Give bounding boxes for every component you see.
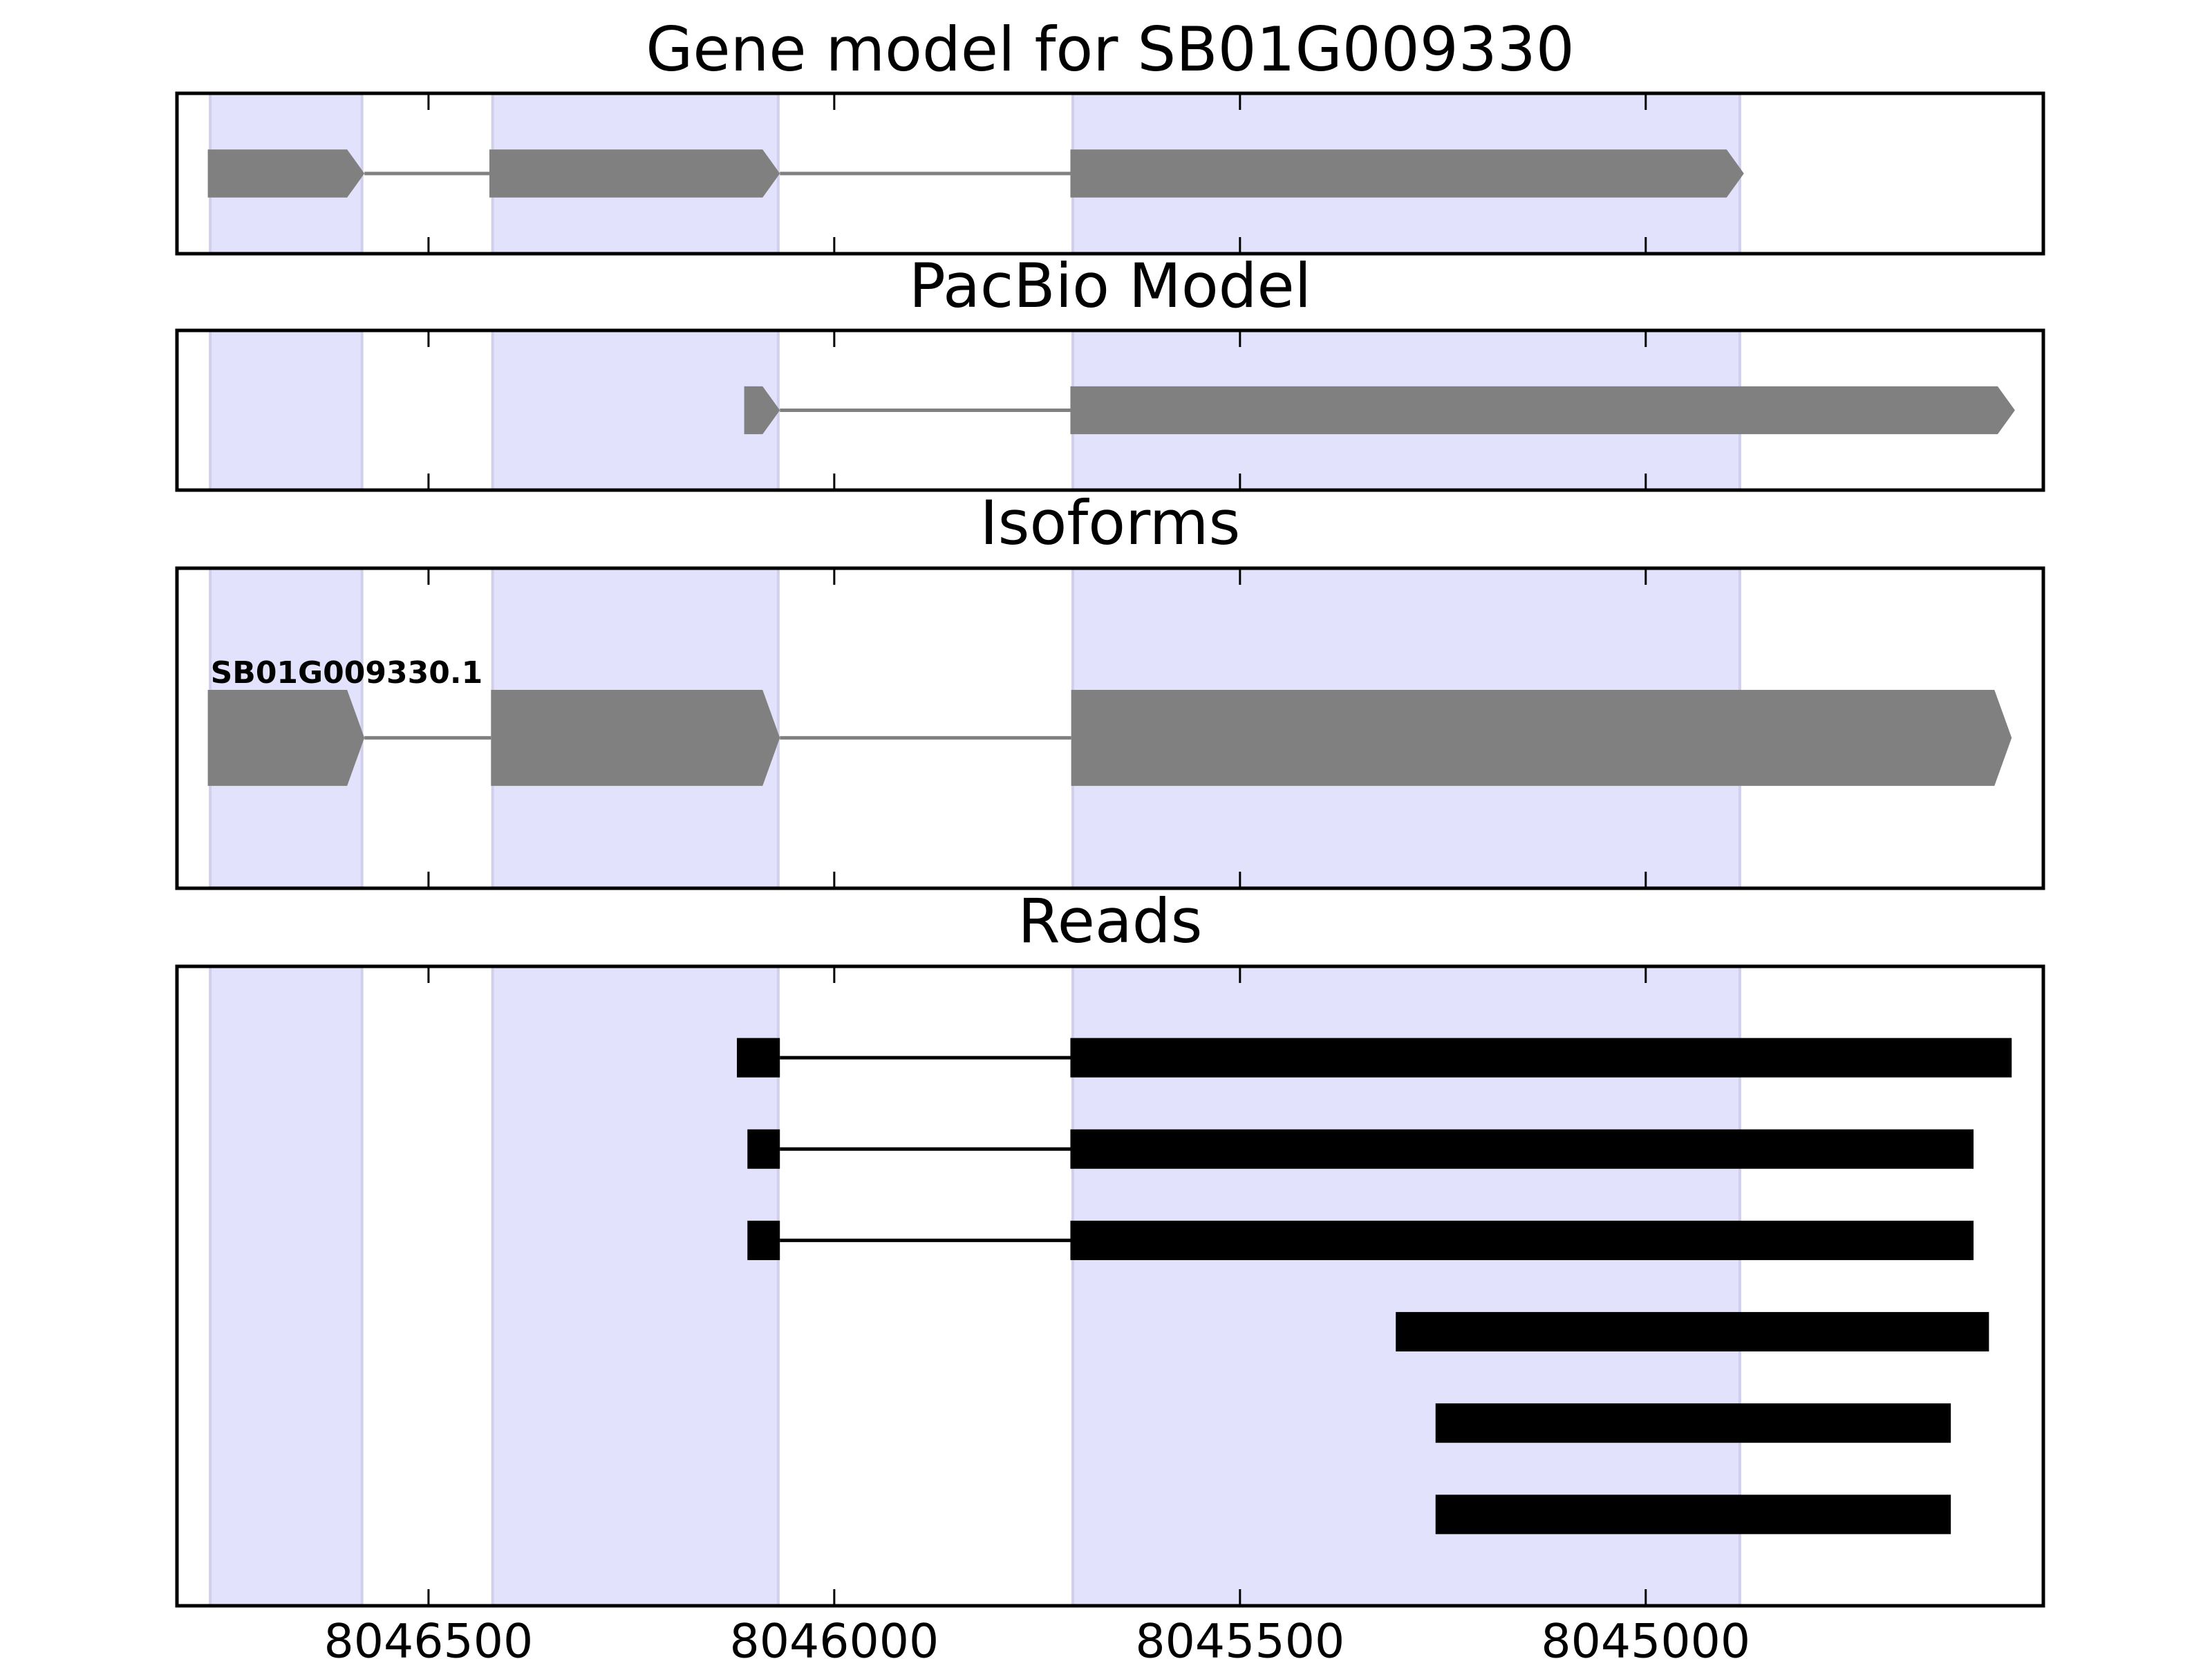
panel-title: Reads bbox=[1018, 885, 1203, 957]
panel-title: PacBio Model bbox=[909, 250, 1311, 321]
highlight-region bbox=[491, 965, 780, 1607]
exon bbox=[1070, 386, 2015, 435]
x-tick-label: 8046500 bbox=[324, 1615, 533, 1659]
exon bbox=[491, 689, 780, 786]
exon bbox=[489, 149, 780, 198]
read-block bbox=[1070, 1038, 2012, 1078]
highlight-region bbox=[209, 329, 364, 491]
highlight-region bbox=[491, 329, 780, 491]
read-block bbox=[1396, 1312, 1989, 1352]
axes-frame bbox=[175, 964, 2045, 1608]
read-block bbox=[747, 1129, 780, 1169]
read-block bbox=[1070, 1129, 1974, 1169]
panel-title: Gene model for SB01G009330 bbox=[646, 14, 1575, 85]
x-tick-label: 8046000 bbox=[729, 1615, 939, 1659]
exon bbox=[1071, 689, 2012, 786]
highlight-region bbox=[209, 965, 364, 1607]
axes-frame bbox=[175, 566, 2045, 890]
exon bbox=[207, 149, 365, 198]
read-block bbox=[1435, 1494, 1951, 1535]
exon bbox=[207, 689, 365, 786]
read-block bbox=[737, 1038, 780, 1078]
exon bbox=[1070, 149, 1744, 198]
exon bbox=[744, 386, 780, 435]
x-tick-label: 8045500 bbox=[1135, 1615, 1344, 1659]
isoform-label: SB01G009330.1 bbox=[211, 655, 483, 691]
read-block bbox=[1435, 1403, 1951, 1443]
axes-frame bbox=[175, 91, 2045, 256]
axes-frame bbox=[175, 328, 2045, 492]
read-block bbox=[747, 1220, 780, 1260]
x-tick-label: 8045000 bbox=[1541, 1615, 1750, 1659]
read-block bbox=[1070, 1220, 1974, 1260]
panel-title: Isoforms bbox=[980, 487, 1241, 559]
